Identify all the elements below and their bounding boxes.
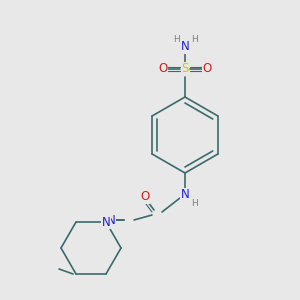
Text: S: S	[181, 62, 189, 76]
Text: O: O	[202, 62, 211, 76]
Text: H: H	[172, 34, 179, 43]
Text: O: O	[158, 62, 168, 76]
Text: O: O	[140, 190, 150, 203]
Text: H: H	[190, 34, 197, 43]
Text: N: N	[181, 188, 189, 202]
Text: H: H	[190, 199, 197, 208]
Text: N: N	[181, 40, 189, 53]
Text: N: N	[106, 214, 116, 226]
Text: N: N	[102, 215, 110, 229]
